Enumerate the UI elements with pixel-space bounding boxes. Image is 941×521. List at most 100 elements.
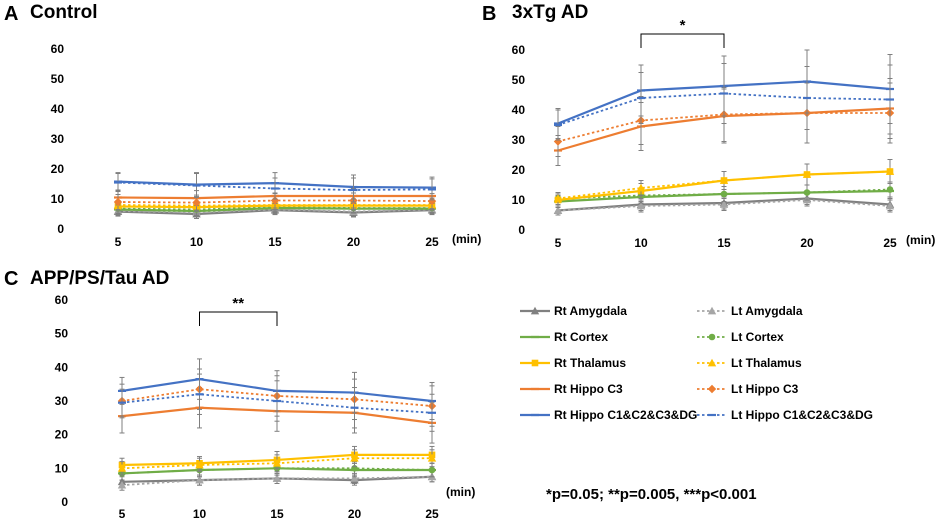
panel-c-ytick-label: 10 [55, 461, 69, 475]
panel-a-ytick-label: 40 [51, 102, 65, 116]
legend-item-rt-cortex: Rt Cortex [520, 330, 608, 344]
panel-a-data-point [270, 196, 280, 205]
panel-c-significance-label: ** [232, 295, 244, 312]
panel-c-data-point [195, 475, 204, 484]
significance-footnote: *p=0.05; **p=0.005, ***p<0.001 [546, 486, 757, 503]
panel-c-series-lt-hippo-c1-c2-c3-dg [118, 373, 436, 432]
legend-label: Lt Cortex [731, 330, 784, 344]
panel-b-title: 3xTg AD [512, 2, 588, 23]
panel-b-ytick-label: 50 [512, 73, 526, 87]
panel-a-xtick-label: 5 [115, 235, 122, 249]
panel-b-letter: B [482, 3, 496, 25]
legend-label: Lt Hippo C3 [731, 382, 799, 396]
legend-swatch-marker [707, 384, 717, 394]
panel-b-xtick-label: 20 [800, 236, 814, 250]
legend-label: Lt Thalamus [731, 356, 802, 370]
panel-c-xtick-label: 10 [193, 507, 207, 521]
panel-b-ytick-label: 60 [512, 43, 526, 57]
legend-swatch-marker [707, 358, 717, 367]
legend-swatch-marker [708, 333, 716, 341]
panel-b-ytick-label: 40 [512, 103, 526, 117]
panel-c-xtick-label: 20 [348, 507, 362, 521]
legend-label: Lt Hippo C1&C2&C3&DG [731, 408, 873, 422]
panel-b-ytick-label: 10 [512, 193, 526, 207]
legend-item-rt-amygdala: Rt Amygdala [520, 304, 627, 318]
panel-b-xtick-label: 5 [555, 236, 562, 250]
panel-b-series-lt-hippo-c1-c2-c3-dg [554, 63, 894, 141]
panel-a-data-point [113, 197, 123, 207]
legend-label: Rt Hippo C1&C2&C3&DG [554, 408, 697, 422]
panel-c: C APP/PS/Tau AD 0 10 20 30 40 50 60 5 10 15 20 25 (m… [4, 268, 475, 521]
panel-c-data-point [427, 454, 437, 462]
legend-item-lt-amygdala: Lt Amygdala [697, 304, 803, 318]
panel-a-ytick-label: 20 [51, 162, 65, 176]
legend-label: Rt Amygdala [554, 304, 627, 318]
panel-b-series-line [557, 112, 890, 143]
panel-b-significance-bracket [640, 33, 725, 48]
panel-a-data-point [427, 196, 437, 206]
panel-b-significance-label: * [680, 17, 686, 34]
panel-c-plot: 0 10 20 30 40 50 60 5 10 15 20 25 (min) ** [55, 293, 476, 521]
panel-c-xtick-label: 25 [425, 507, 439, 521]
panel-a-ytick-label: 60 [51, 42, 65, 56]
legend-swatch-marker [530, 306, 540, 315]
panel-c-ytick-label: 20 [55, 428, 69, 442]
panel-c-data-point [272, 474, 282, 482]
panel-c-letter: C [4, 268, 18, 290]
panel-c-ytick-label: 50 [55, 327, 69, 341]
panel-b-data-point [886, 186, 894, 193]
panel-c-ytick-label: 60 [55, 293, 69, 307]
panel-b-data-point [803, 189, 811, 196]
panel-b-x-unit: (min) [906, 233, 935, 247]
panel-c-data-point [272, 459, 282, 467]
legend-label: Rt Thalamus [554, 356, 626, 370]
legend-label: Rt Cortex [554, 330, 608, 344]
panel-a-letter: A [4, 3, 18, 25]
panel-c-ytick-label: 30 [55, 394, 69, 408]
panel-b-ytick-label: 30 [512, 133, 526, 147]
panel-c-data-point [350, 474, 359, 482]
panel-a-ytick-label: 10 [51, 192, 65, 206]
panel-a-ytick-label: 0 [57, 222, 64, 236]
panel-c-xtick-label: 5 [119, 507, 126, 521]
panel-c-data-point [117, 464, 127, 472]
panel-c-x-unit: (min) [446, 485, 475, 499]
panel-b-data-point [636, 201, 646, 210]
panel-c-data-point [350, 454, 359, 462]
panel-a-title: Control [30, 2, 98, 23]
panel-b-data-point [553, 137, 563, 146]
legend-item-rt-hippo-c1-c2-c3-dg: Rt Hippo C1&C2&C3&DG [520, 408, 697, 422]
panel-a-ytick-label: 30 [51, 132, 65, 146]
panel-c-data-point [428, 466, 436, 474]
panel-a-ytick-label: 50 [51, 72, 65, 86]
panel-a-plot: 0 10 20 30 40 50 60 5 10 15 20 25 (min) [51, 42, 482, 249]
panel-c-significance-bracket [199, 311, 278, 326]
panel-b-data-point [553, 206, 563, 214]
panel-b-data-point [553, 194, 563, 202]
legend-item-lt-hippo-c1-c2-c3-dg: Lt Hippo C1&C2&C3&DG [697, 408, 873, 422]
panel-c-ytick-label: 0 [61, 495, 68, 509]
panel-a-xtick-label: 25 [425, 235, 439, 249]
panel-b-data-point [636, 183, 646, 192]
panel-c-series-lt-thalamus [117, 449, 437, 476]
legend-swatch-marker [531, 359, 539, 367]
panel-a-xtick-label: 15 [268, 235, 282, 249]
panel-c-title: APP/PS/Tau AD [30, 268, 169, 289]
panel-a-xtick-label: 10 [190, 235, 204, 249]
panel-b-data-point [720, 190, 728, 198]
panel-b-data-point [885, 201, 895, 210]
legend-item-lt-cortex: Lt Cortex [697, 330, 784, 344]
panel-b-xtick-label: 15 [717, 236, 731, 250]
legend: Rt Amygdala Lt Amygdala Rt Cortex Lt Cortex… [520, 304, 873, 422]
panel-c-data-point [117, 480, 127, 489]
panel-c-xtick-label: 15 [270, 507, 284, 521]
legend-item-rt-thalamus: Rt Thalamus [520, 356, 626, 370]
legend-label: Rt Hippo C3 [554, 382, 623, 396]
panel-b-data-point [885, 167, 895, 175]
panel-b-ytick-label: 0 [518, 223, 525, 237]
panel-b-xtick-label: 10 [634, 236, 648, 250]
panel-a-x-unit: (min) [452, 232, 481, 246]
panel-a: A Control 0 10 20 30 40 50 60 5 10 15 20 25 (min) [4, 2, 481, 249]
panel-b-ytick-label: 20 [512, 163, 526, 177]
